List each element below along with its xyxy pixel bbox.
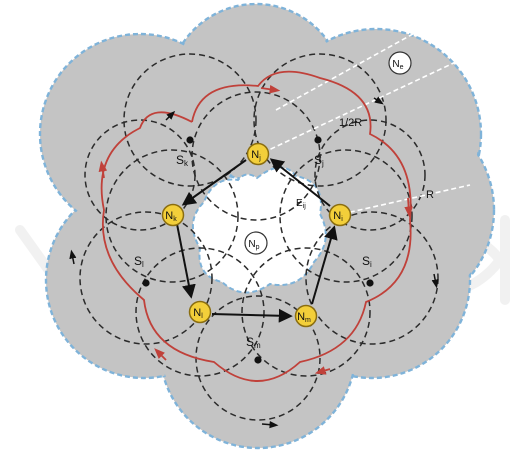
half-radius-label: 1/2R: [339, 117, 362, 129]
edge-ni-nj: [269, 158, 331, 207]
node-nj: Nj: [246, 142, 270, 166]
sensor-label-sm: Sm: [246, 335, 261, 350]
sensor-point-sm: [254, 356, 262, 364]
svg-text:Ni: Ni: [333, 210, 343, 223]
node-nk: Nk: [161, 203, 185, 227]
sensor-point-sk: [186, 136, 194, 144]
node-edges: [176, 158, 338, 323]
sensor-label-sj: Sj: [314, 153, 324, 168]
sensor-label-si: Si: [362, 254, 372, 269]
sensor-label-sk: Sk: [176, 153, 189, 168]
edge-nk-nl: [176, 223, 196, 299]
svg-text:Nk: Nk: [165, 210, 177, 223]
svg-text:Nm: Nm: [297, 311, 311, 324]
sensor-points: [142, 136, 374, 364]
edge-nm-ni: [311, 225, 338, 305]
node-nl: Nl: [188, 300, 212, 324]
circle-direction-arrows: [69, 96, 439, 429]
sensing-circles: [79, 53, 439, 421]
svg-text:Nl: Nl: [193, 307, 203, 320]
node-nm: Nm: [294, 304, 318, 328]
network-nodes: Nj Ni Nm Nl Nk: [161, 142, 352, 328]
edge-nl-nm: [211, 308, 293, 323]
sensor-labels: Sk Sj Si Sm Sl: [134, 153, 372, 350]
svg-text:Ne: Ne: [392, 59, 403, 71]
outer-region-label: Ne: [388, 51, 412, 75]
sensor-point-si: [366, 279, 374, 287]
sensor-point-sj: [314, 136, 322, 144]
node-ni: Ni: [328, 203, 352, 227]
sensor-label-sl: Sl: [134, 254, 144, 269]
radius-lines: [255, 29, 471, 215]
edge-nj-nk: [181, 159, 247, 206]
svg-text:Nj: Nj: [251, 149, 261, 162]
edge-label: Eij: [296, 198, 306, 210]
svg-text:Np: Np: [248, 239, 259, 251]
red-boundary-path: [98, 70, 413, 382]
sensor-point-sl: [142, 279, 150, 287]
radius-label: R: [426, 189, 434, 201]
inner-region-label: Np: [244, 231, 268, 255]
